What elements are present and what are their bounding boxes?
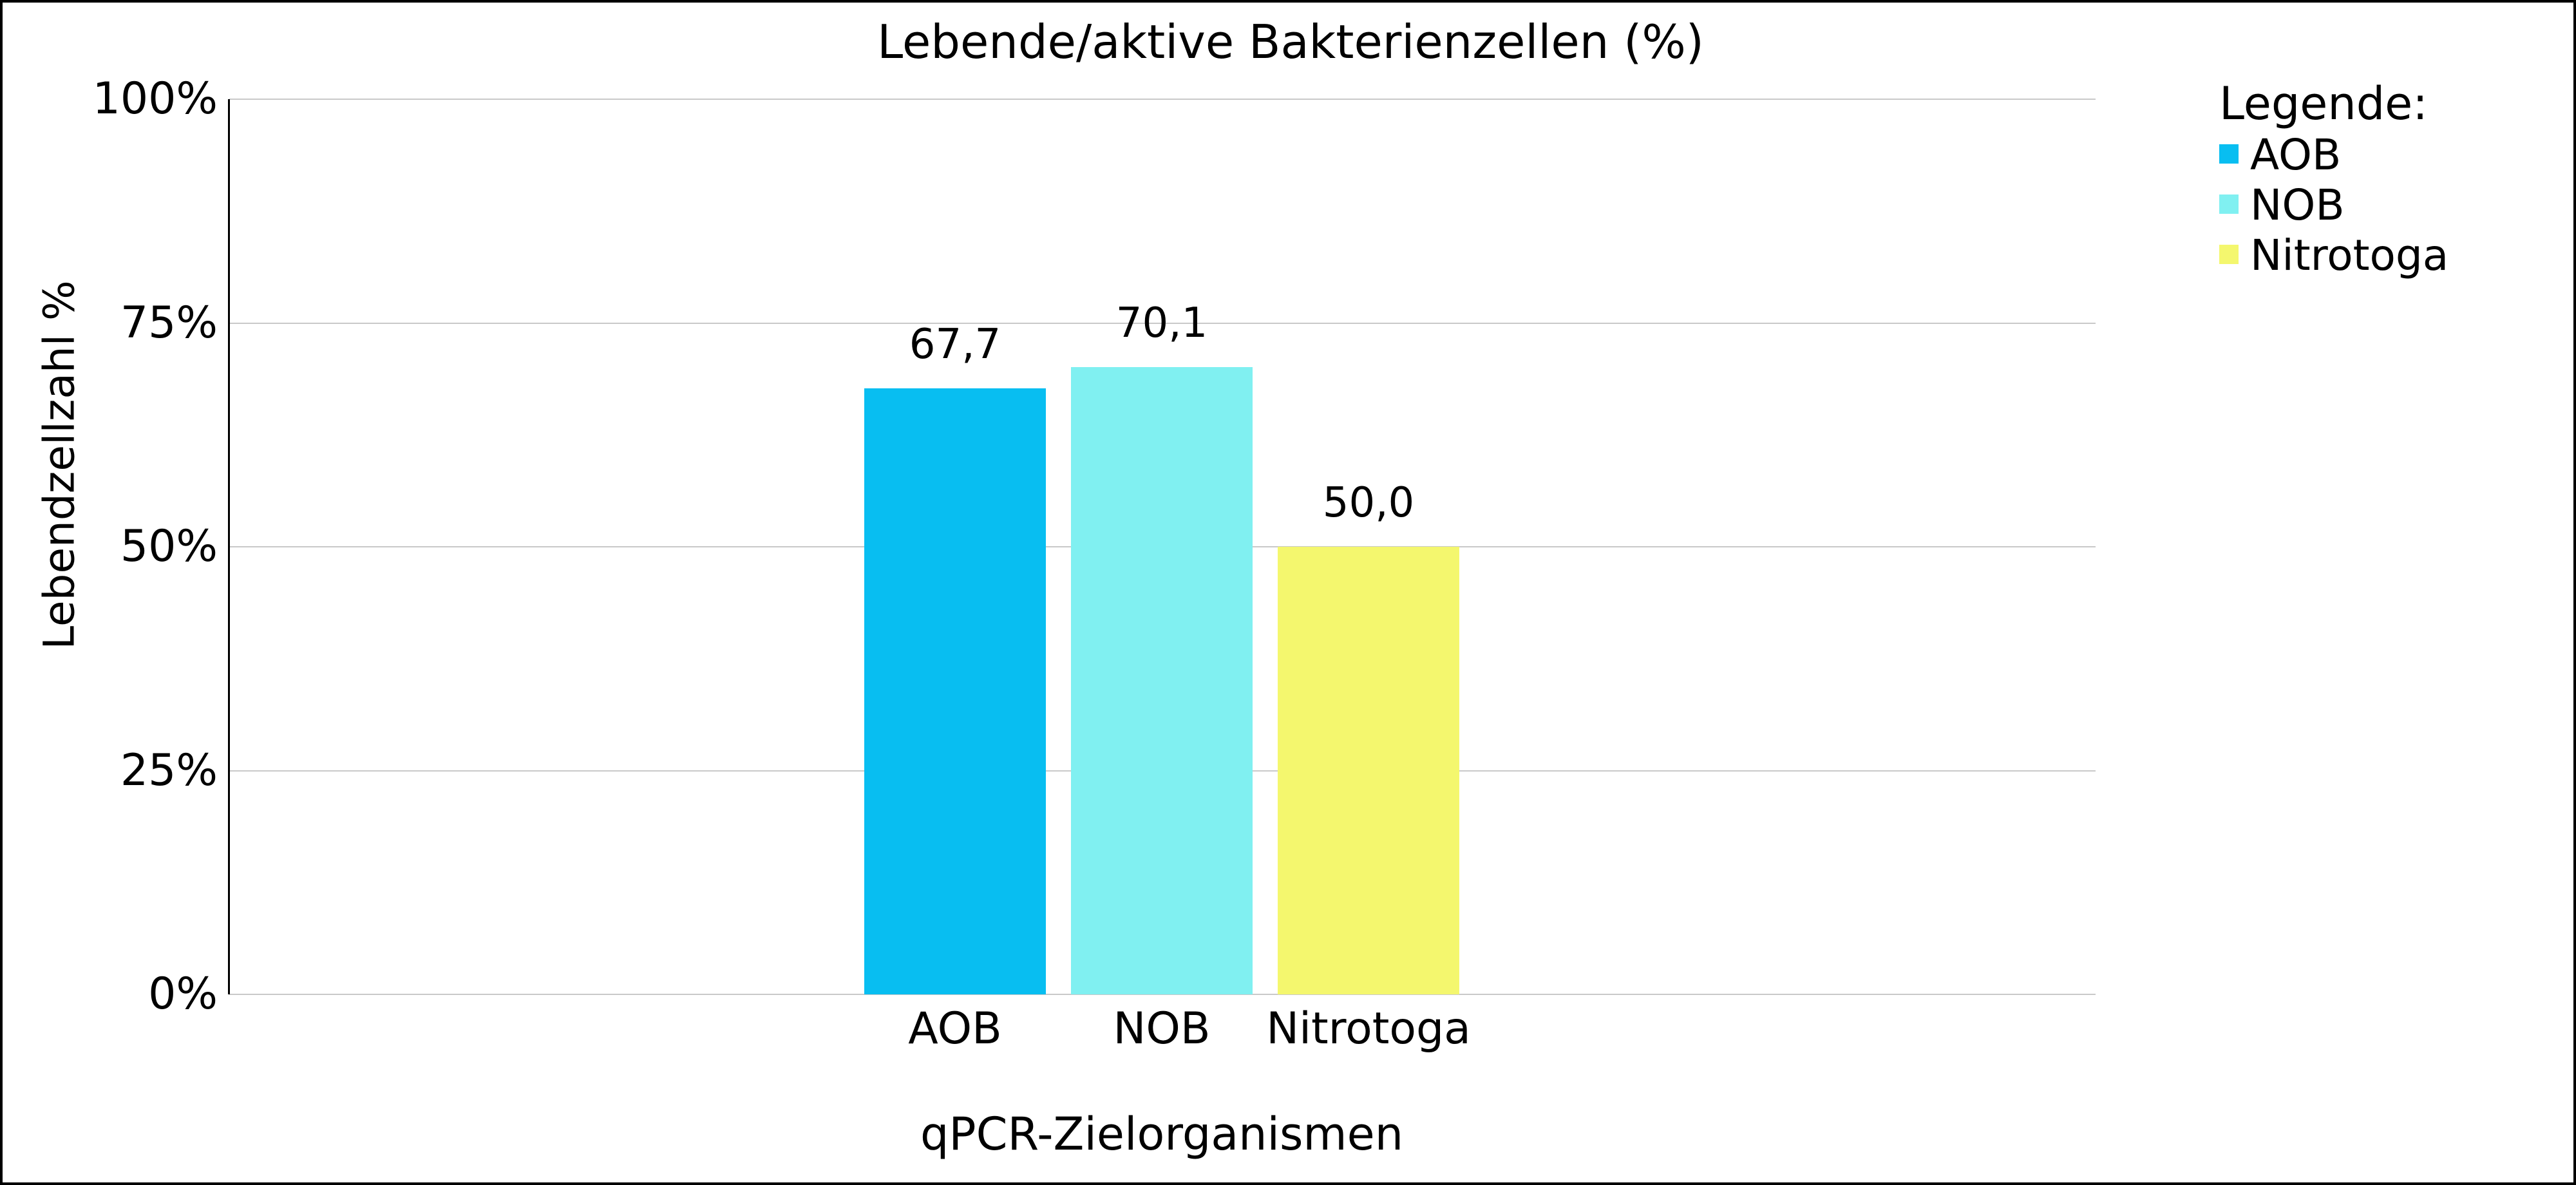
legend-items: AOB NOB Nitrotoga bbox=[2219, 130, 2448, 281]
legend-item-label: Nitrotoga bbox=[2250, 231, 2449, 280]
y-tick-label: 50% bbox=[120, 521, 218, 572]
x-axis-title: qPCR-Zielorganismen bbox=[920, 1108, 1404, 1161]
y-tick-label: 0% bbox=[148, 969, 218, 1019]
legend-title: Legende: bbox=[2219, 77, 2428, 130]
chart-title: Lebende/aktive Bakterienzellen (%) bbox=[877, 15, 1704, 69]
bar-aob bbox=[864, 388, 1046, 994]
y-tick-label: 100% bbox=[92, 73, 218, 124]
legend-swatch bbox=[2219, 144, 2239, 164]
legend-item: AOB bbox=[2219, 130, 2448, 180]
bar-group: 50,0 Nitrotoga bbox=[1266, 99, 1471, 1051]
gridline bbox=[229, 322, 2096, 324]
legend: Legende: AOB NOB Nitrotoga bbox=[2219, 77, 2448, 281]
legend-item-label: AOB bbox=[2250, 130, 2342, 180]
x-category-label: AOB bbox=[908, 1003, 1002, 1054]
bar-group: 70,1 NOB bbox=[1071, 99, 1253, 1051]
bar-group: 67,7 AOB bbox=[864, 99, 1046, 1051]
bar-value-label: 50,0 bbox=[1322, 479, 1415, 527]
bar-nob bbox=[1071, 366, 1253, 994]
x-category-label: NOB bbox=[1113, 1003, 1211, 1054]
bar-value-label: 70,1 bbox=[1115, 299, 1208, 347]
legend-item-label: NOB bbox=[2250, 180, 2345, 230]
gridline bbox=[229, 99, 2096, 100]
y-axis-spine bbox=[228, 99, 230, 994]
bar-value-label: 67,7 bbox=[909, 320, 1001, 368]
gridline bbox=[229, 994, 2096, 995]
legend-item: NOB bbox=[2219, 180, 2448, 231]
legend-item: Nitrotoga bbox=[2219, 231, 2448, 281]
y-tick-label: 75% bbox=[120, 297, 218, 348]
plot-area: 67,7 AOB 70,1 NOB 50,0 Nitrotoga bbox=[228, 99, 2096, 1051]
bar-nitrotoga bbox=[1278, 547, 1459, 994]
x-category-label: Nitrotoga bbox=[1266, 1003, 1471, 1054]
legend-swatch bbox=[2219, 194, 2239, 214]
legend-swatch bbox=[2219, 245, 2239, 264]
y-tick-label: 25% bbox=[120, 744, 218, 796]
